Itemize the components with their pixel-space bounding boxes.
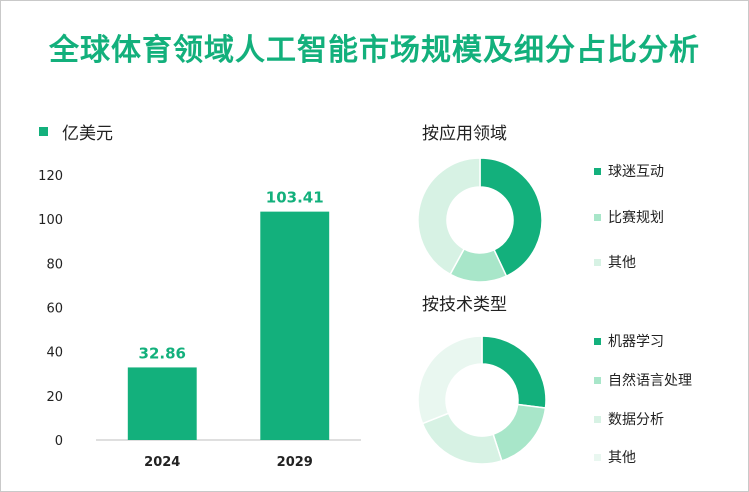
bar-legend: 亿美元	[39, 119, 113, 144]
x-tick-label: 2029	[277, 455, 313, 470]
bar	[127, 367, 197, 440]
x-tick-label: 2024	[144, 455, 180, 470]
legend-swatch	[594, 453, 601, 461]
donut-slice	[417, 335, 483, 425]
bar-legend-label: 亿美元	[62, 124, 113, 144]
legend-swatch	[594, 213, 601, 221]
legend-label: 自然语言处理	[608, 373, 692, 389]
donut-slice	[492, 403, 547, 462]
donut2-legend-item: 机器学习	[594, 331, 664, 351]
legend-swatch	[594, 167, 601, 175]
legend-label: 其他	[608, 255, 636, 271]
y-tick-label: 20	[46, 390, 63, 405]
bar-value-label: 32.86	[139, 344, 186, 362]
donut-slice	[417, 157, 481, 276]
y-tick-label: 60	[46, 302, 63, 317]
y-tick-label: 40	[46, 346, 63, 361]
donut1-legend-item: 其他	[594, 252, 636, 272]
legend-label: 机器学习	[608, 334, 664, 350]
legend-swatch	[594, 258, 601, 266]
legend-label: 其他	[608, 450, 636, 466]
donut2-legend-item: 自然语言处理	[594, 370, 692, 390]
donut1-legend-item: 球迷互动	[594, 161, 664, 181]
legend-swatch	[594, 337, 601, 345]
bar-value-label: 103.41	[266, 189, 324, 207]
bar	[260, 211, 330, 440]
legend-swatch	[594, 415, 601, 423]
legend-label: 数据分析	[608, 412, 664, 428]
y-tick-label: 0	[55, 434, 63, 449]
legend-label: 比赛规划	[608, 210, 664, 226]
bar-legend-swatch	[39, 127, 48, 136]
donut-slice	[481, 335, 547, 409]
page-title: 全球体育领域人工智能市场规模及细分占比分析	[49, 33, 700, 68]
donut1-legend-item: 比赛规划	[594, 207, 664, 227]
y-tick-label: 120	[38, 169, 63, 184]
y-tick-label: 100	[38, 213, 63, 228]
donut2-legend-item: 数据分析	[594, 409, 664, 429]
donut2-legend-item: 其他	[594, 447, 636, 467]
y-tick-label: 80	[46, 257, 63, 272]
donut1-title: 按应用领域	[422, 124, 507, 144]
donut-slice	[421, 412, 503, 465]
legend-label: 球迷互动	[608, 164, 664, 180]
legend-swatch	[594, 376, 601, 384]
donut2-title: 按技术类型	[422, 295, 507, 315]
donut-slice	[479, 157, 543, 278]
